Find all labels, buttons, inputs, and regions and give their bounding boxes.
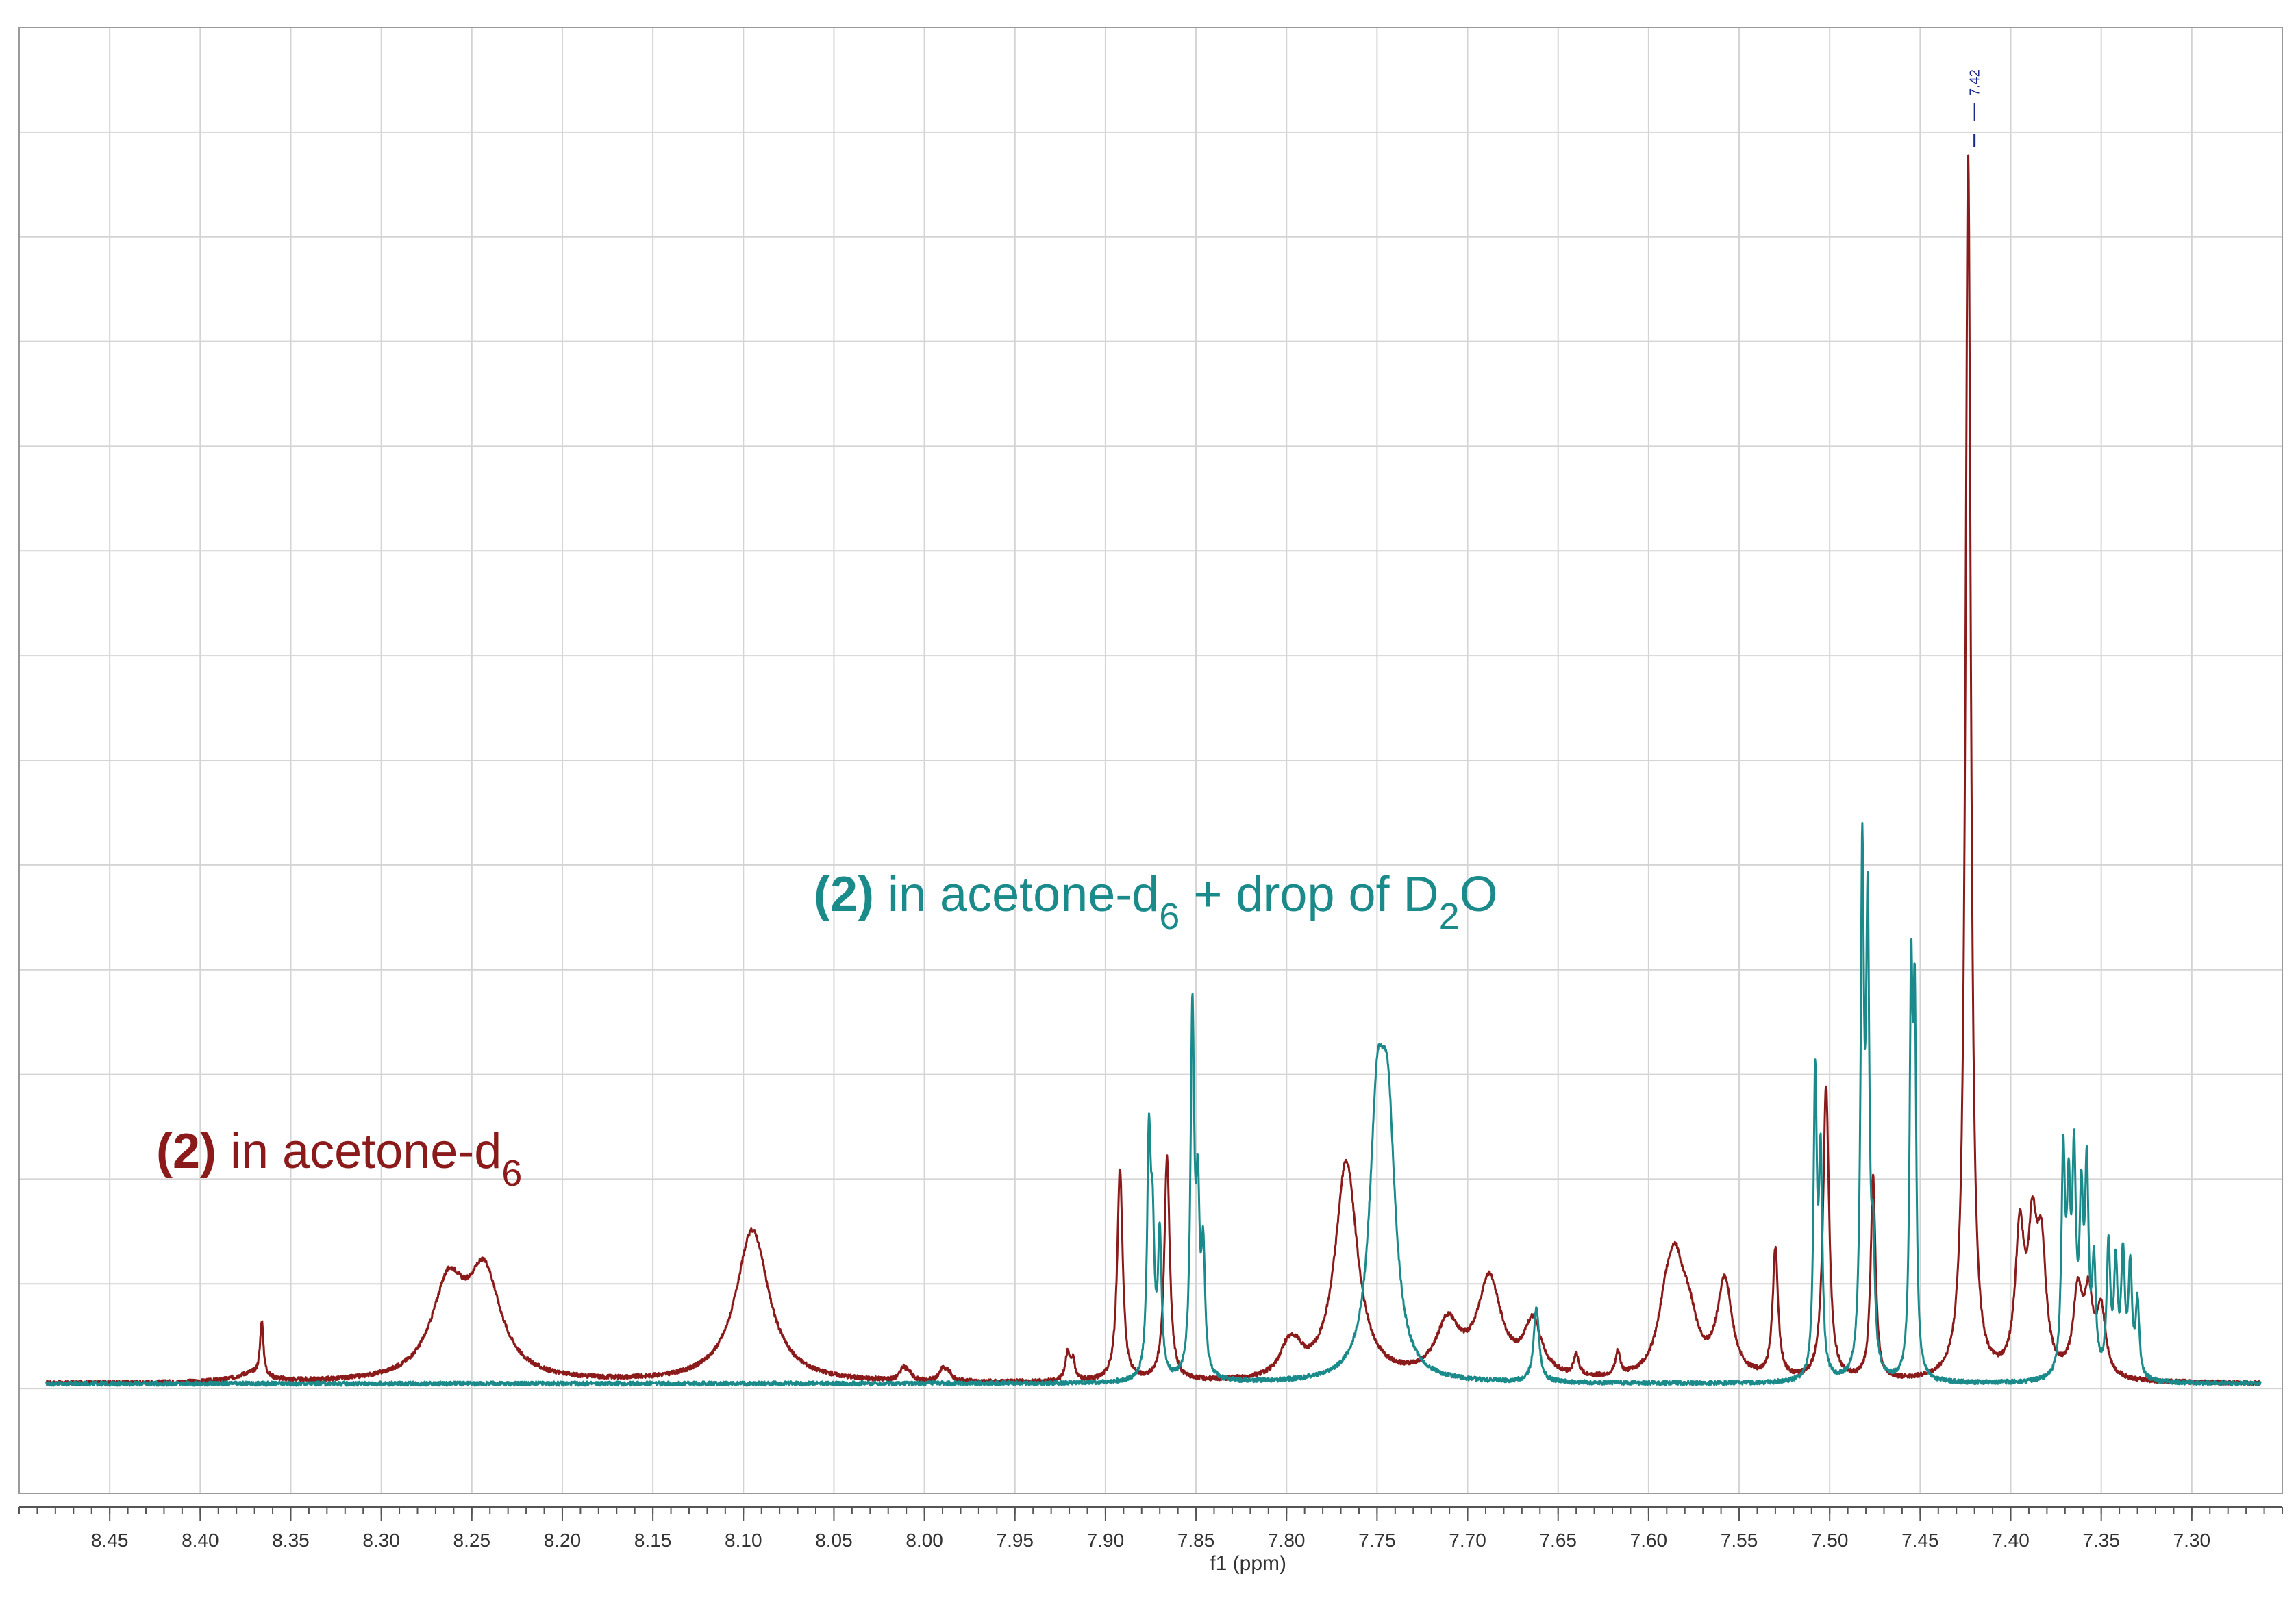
series-label-compound: (2) bbox=[156, 1124, 216, 1179]
x-tick-label: 8.35 bbox=[272, 1530, 310, 1551]
x-tick-label: 7.45 bbox=[1901, 1530, 1939, 1551]
x-tick-label: 8.40 bbox=[182, 1530, 219, 1551]
x-tick-label: 8.45 bbox=[91, 1530, 129, 1551]
x-tick-label: 7.75 bbox=[1358, 1530, 1396, 1551]
series-label-compound: (2) bbox=[814, 867, 874, 922]
x-tick-label: 8.30 bbox=[362, 1530, 400, 1551]
series-label-subscript: 6 bbox=[501, 1153, 522, 1194]
plot-border bbox=[18, 27, 2283, 1494]
x-tick-label: 7.60 bbox=[1630, 1530, 1668, 1551]
peak-label-text: 7.42 bbox=[1968, 69, 1983, 96]
x-axis-title: f1 (ppm) bbox=[1210, 1552, 1286, 1575]
x-tick-label: 7.55 bbox=[1721, 1530, 1758, 1551]
spectrum-line-acetone bbox=[45, 154, 2262, 1386]
x-tick-label: 8.25 bbox=[453, 1530, 491, 1551]
series-label-text: in acetone-d bbox=[874, 867, 1159, 922]
x-tick-label: 7.80 bbox=[1268, 1530, 1306, 1551]
x-tick-label: 8.05 bbox=[815, 1530, 853, 1551]
plot-frame bbox=[18, 27, 2283, 1494]
grid bbox=[19, 27, 2282, 1493]
x-tick-label: 7.70 bbox=[1449, 1530, 1486, 1551]
series-label-text-3: O bbox=[1460, 867, 1498, 922]
x-tick-label: 8.10 bbox=[725, 1530, 762, 1551]
series-label-acetone: (2) in acetone-d6 bbox=[156, 1124, 522, 1194]
series-label-text: in acetone-d bbox=[216, 1124, 501, 1179]
x-axis: 8.45 8.40 8.35 8.30 8.25 8.20 8.15 8.10 8.05 8.00… bbox=[18, 1506, 2283, 1551]
x-tick-label: 7.50 bbox=[1811, 1530, 1849, 1551]
x-tick-label: 7.85 bbox=[1177, 1530, 1215, 1551]
x-tick-label: 8.00 bbox=[906, 1530, 943, 1551]
series-label-subscript: 6 bbox=[1159, 896, 1180, 937]
series-label-text-2: + drop of D bbox=[1180, 867, 1438, 922]
x-tick-label: 7.40 bbox=[1992, 1530, 2030, 1551]
spectrum-line-acetone-d2o bbox=[45, 822, 2262, 1387]
x-tick-label: 7.65 bbox=[1539, 1530, 1577, 1551]
x-tick-label: 8.15 bbox=[634, 1530, 672, 1551]
series-label-subscript-2: 2 bbox=[1439, 896, 1460, 937]
series-label-acetone-d2o: (2) in acetone-d6 + drop of D2O bbox=[814, 867, 1498, 937]
peak-annotations: 7.42 bbox=[1968, 69, 1983, 147]
x-tick-label: 7.95 bbox=[997, 1530, 1034, 1551]
x-tick-label: 7.90 bbox=[1087, 1530, 1125, 1551]
series-labels: (2) in acetone-d6(2) in acetone-d6 + dro… bbox=[156, 867, 1498, 1194]
spectra bbox=[45, 154, 2262, 1387]
x-tick-label: 8.20 bbox=[544, 1530, 582, 1551]
x-tick-label: 7.30 bbox=[2173, 1530, 2211, 1551]
x-tick-label: 7.35 bbox=[2082, 1530, 2120, 1551]
